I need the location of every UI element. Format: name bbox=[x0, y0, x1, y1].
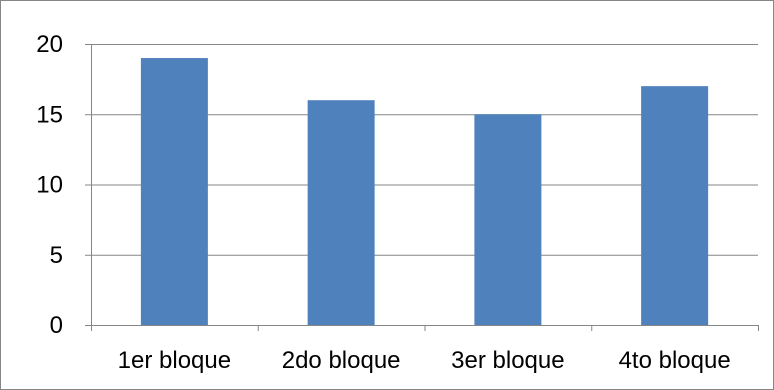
x-tick-labels: 1er bloque 2do bloque 3er bloque 4to bloque bbox=[118, 347, 731, 374]
axes bbox=[85, 44, 759, 331]
y-tick-label: 20 bbox=[36, 31, 63, 58]
x-tick-label: 1er bloque bbox=[118, 347, 231, 374]
x-tick-label: 3er bloque bbox=[451, 347, 564, 374]
bar-3 bbox=[474, 114, 542, 325]
y-tick-label: 15 bbox=[36, 101, 63, 128]
bar-1 bbox=[140, 58, 208, 326]
bar-4 bbox=[641, 86, 709, 326]
x-tick-label: 2do bloque bbox=[282, 347, 401, 374]
bars bbox=[140, 58, 709, 326]
y-tick-label: 10 bbox=[36, 172, 63, 199]
y-tick-label: 0 bbox=[50, 312, 63, 339]
bar-2 bbox=[307, 100, 375, 325]
y-tick-label: 5 bbox=[50, 242, 63, 269]
y-tick-labels: 0 5 10 15 20 bbox=[36, 31, 63, 339]
x-tick-label: 4to bloque bbox=[619, 347, 731, 374]
